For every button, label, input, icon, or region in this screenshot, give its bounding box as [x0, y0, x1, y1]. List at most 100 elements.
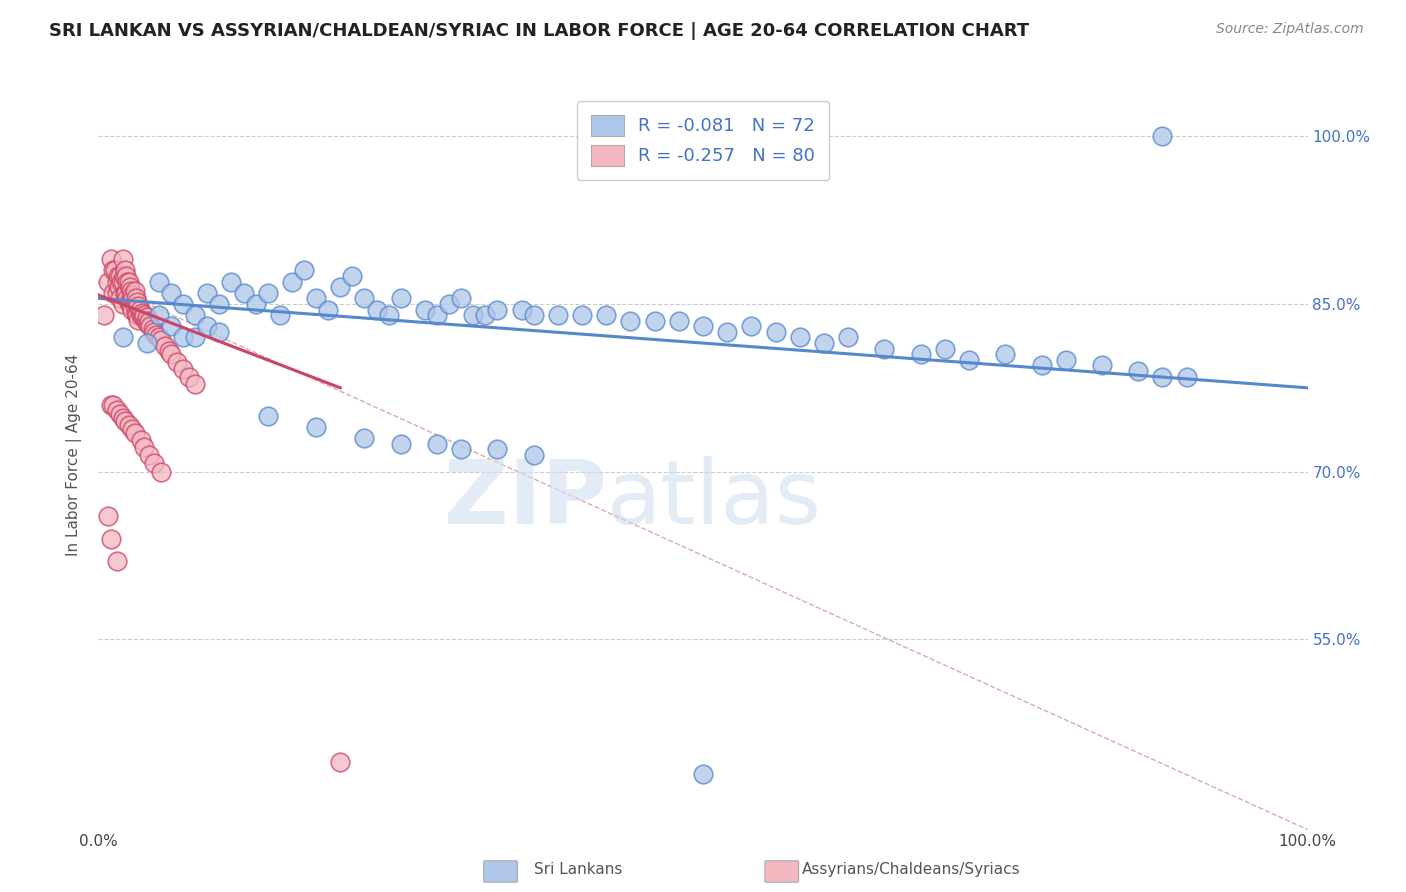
Point: [510, 302, 533, 317]
Point: [486, 442, 509, 457]
Point: [166, 355, 188, 369]
Point: [120, 284, 142, 298]
Point: [101, 398, 124, 412]
Point: [129, 308, 152, 322]
Point: [486, 302, 509, 317]
Point: [127, 312, 149, 326]
Point: [110, 275, 132, 289]
Point: [160, 285, 183, 300]
Point: [571, 308, 593, 322]
Point: [118, 275, 141, 289]
Point: [153, 339, 176, 353]
Point: [97, 509, 120, 524]
Point: [100, 532, 122, 546]
Point: [105, 285, 128, 300]
Point: [813, 336, 835, 351]
Point: [437, 297, 460, 311]
Point: [463, 308, 485, 322]
Point: [114, 285, 136, 300]
Point: [114, 263, 136, 277]
Point: [135, 336, 157, 351]
Point: [101, 263, 124, 277]
Point: [118, 294, 141, 309]
Point: [1128, 364, 1150, 378]
Point: [160, 347, 183, 361]
Point: [305, 291, 328, 305]
Point: [474, 308, 496, 322]
Point: [108, 268, 131, 283]
Point: [150, 465, 173, 479]
Point: [135, 314, 157, 328]
Point: [329, 280, 352, 294]
Point: [108, 407, 131, 421]
Point: [111, 411, 134, 425]
Point: [112, 268, 135, 283]
Point: [118, 280, 141, 294]
Point: [873, 342, 896, 356]
Point: [107, 268, 129, 283]
Point: [1152, 369, 1174, 384]
Point: [184, 377, 207, 392]
Point: [117, 291, 139, 305]
Point: [122, 291, 145, 305]
Point: [1175, 369, 1198, 384]
Text: Source: ZipAtlas.com: Source: ZipAtlas.com: [1216, 22, 1364, 37]
Point: [142, 321, 165, 335]
Point: [150, 333, 173, 347]
Point: [342, 268, 364, 283]
Point: [208, 325, 231, 339]
Point: [377, 308, 399, 322]
Point: [124, 284, 146, 298]
Point: [692, 766, 714, 780]
Point: [789, 330, 811, 344]
Point: [104, 263, 127, 277]
Point: [118, 297, 141, 311]
Point: [245, 297, 267, 311]
Point: [413, 302, 436, 317]
Point: [195, 285, 218, 300]
Point: [115, 285, 138, 300]
Point: [117, 275, 139, 289]
Point: [281, 275, 304, 289]
Point: [138, 314, 160, 328]
Point: [184, 330, 207, 344]
Point: [138, 448, 160, 462]
Point: [121, 302, 143, 317]
Point: [93, 308, 115, 322]
Point: [644, 314, 666, 328]
Point: [125, 291, 148, 305]
Point: [127, 294, 149, 309]
Text: atlas: atlas: [606, 457, 821, 543]
Point: [121, 288, 143, 302]
Point: [910, 347, 932, 361]
Point: [148, 308, 170, 322]
Point: [837, 330, 859, 344]
Point: [994, 347, 1017, 361]
Point: [184, 308, 207, 322]
Point: [114, 414, 136, 428]
Point: [97, 275, 120, 289]
Point: [1054, 352, 1077, 367]
Point: [934, 342, 956, 356]
Point: [131, 306, 153, 320]
Point: [132, 310, 155, 325]
Legend: R = -0.081   N = 72, R = -0.257   N = 80: R = -0.081 N = 72, R = -0.257 N = 80: [576, 101, 830, 180]
Point: [668, 314, 690, 328]
Point: [136, 317, 159, 331]
Point: [389, 436, 412, 450]
Point: [208, 297, 231, 311]
Point: [172, 330, 194, 344]
Point: [111, 330, 134, 344]
Point: [692, 319, 714, 334]
Point: [108, 280, 131, 294]
Point: [957, 352, 980, 367]
Point: [134, 440, 156, 454]
Point: [172, 297, 194, 311]
Point: [143, 325, 166, 339]
Point: [305, 420, 328, 434]
Point: [101, 285, 124, 300]
Point: [740, 319, 762, 334]
Point: [105, 403, 128, 417]
Point: [128, 302, 150, 317]
Point: [100, 398, 122, 412]
